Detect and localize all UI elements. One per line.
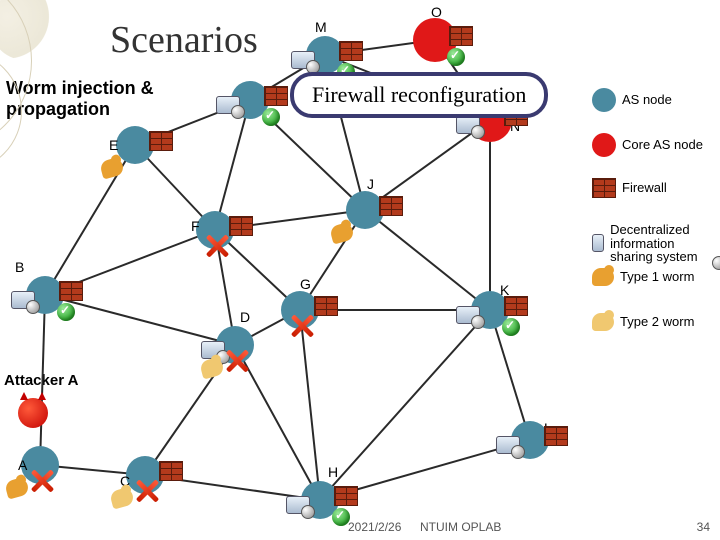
cross-icon-G (290, 314, 314, 338)
monitor-icon-H (286, 496, 310, 514)
firewall-icon-J (379, 196, 403, 216)
monitor-icon-M (291, 51, 315, 69)
monitor-icon-L (496, 436, 520, 454)
shield-icon-K (502, 318, 520, 336)
firewall-icon-O (449, 26, 473, 46)
devil-icon (18, 398, 48, 428)
node-label-J: J (367, 176, 374, 192)
monitor-icon-I (216, 96, 240, 114)
node-label-A: A (18, 457, 27, 473)
shield-icon-I (262, 108, 280, 126)
firewall-icon-F (229, 216, 253, 236)
monitor-icon-N (456, 116, 480, 134)
node-label-G: G (300, 276, 311, 292)
cross-icon-D (225, 349, 249, 373)
firewall-icon-G (314, 296, 338, 316)
node-label-B: B (15, 259, 24, 275)
node-label-O: O (431, 4, 442, 20)
node-label-F: F (191, 218, 200, 234)
monitor-icon-B (11, 291, 35, 309)
firewall-icon-H (334, 486, 358, 506)
cross-icon-A (30, 469, 54, 493)
node-label-M: M (315, 19, 327, 35)
firewall-icon-K (504, 296, 528, 316)
callout-box: Firewall reconfiguration (290, 72, 548, 118)
worm1-icon (592, 268, 614, 286)
node-label-D: D (240, 309, 250, 325)
monitor-icon-K (456, 306, 480, 324)
callout-text: Firewall reconfiguration (312, 82, 526, 107)
shield-icon-O (447, 48, 465, 66)
firewall-icon-M (339, 41, 363, 61)
firewall-icon-E (149, 131, 173, 151)
cross-icon-F (205, 234, 229, 258)
node-label-H: H (328, 464, 338, 480)
firewall-icon-C (159, 461, 183, 481)
cross-icon-C (135, 479, 159, 503)
shield-icon-B (57, 303, 75, 321)
firewall-icon-B (59, 281, 83, 301)
shield-icon-H (332, 508, 350, 526)
firewall-icon-I (264, 86, 288, 106)
worm2-icon (592, 313, 614, 331)
firewall-icon-L (544, 426, 568, 446)
node-label-E: E (109, 137, 118, 153)
